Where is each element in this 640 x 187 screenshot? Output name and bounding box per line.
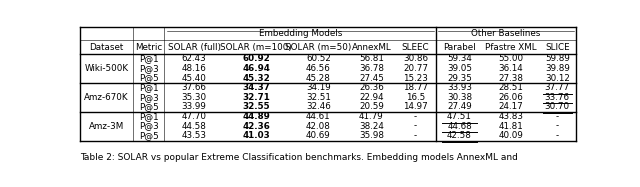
Text: 46.94: 46.94 [243, 64, 270, 73]
Text: 29.35: 29.35 [447, 74, 472, 83]
Text: 32.71: 32.71 [243, 93, 270, 102]
Text: 37.77: 37.77 [545, 83, 570, 92]
Text: 30.38: 30.38 [447, 93, 472, 102]
Text: -: - [556, 131, 559, 140]
Text: 26.06: 26.06 [499, 93, 524, 102]
Text: 55.00: 55.00 [499, 54, 524, 63]
Text: 48.16: 48.16 [182, 64, 207, 73]
Text: SOLAR (m=50): SOLAR (m=50) [285, 43, 351, 52]
Text: 35.98: 35.98 [359, 131, 384, 140]
Text: 46.56: 46.56 [306, 64, 331, 73]
Text: AnnexML: AnnexML [351, 43, 391, 52]
Text: P@5: P@5 [139, 74, 159, 83]
Text: P@3: P@3 [139, 122, 159, 131]
Text: 44.58: 44.58 [182, 122, 207, 131]
Text: 24.17: 24.17 [499, 102, 524, 111]
Text: 59.89: 59.89 [545, 54, 570, 63]
Text: 45.28: 45.28 [306, 74, 331, 83]
Text: 27.38: 27.38 [499, 74, 524, 83]
Text: 59.34: 59.34 [447, 54, 472, 63]
Text: Amz-3M: Amz-3M [89, 122, 124, 131]
Text: 26.36: 26.36 [359, 83, 384, 92]
Text: 41.81: 41.81 [499, 122, 524, 131]
Text: 22.94: 22.94 [359, 93, 384, 102]
Text: 33.99: 33.99 [182, 102, 207, 111]
Text: Metric: Metric [135, 43, 163, 52]
Text: 44.61: 44.61 [306, 112, 331, 121]
Text: 41.79: 41.79 [359, 112, 384, 121]
Text: 45.32: 45.32 [243, 74, 270, 83]
Text: 43.53: 43.53 [182, 131, 207, 140]
Text: 41.03: 41.03 [243, 131, 270, 140]
Text: P@3: P@3 [139, 93, 159, 102]
Text: 47.51: 47.51 [447, 112, 472, 121]
Text: 27.49: 27.49 [447, 102, 472, 111]
Text: 62.43: 62.43 [182, 54, 207, 63]
Text: 60.52: 60.52 [306, 54, 331, 63]
Text: SOLAR (m=100): SOLAR (m=100) [220, 43, 292, 52]
Text: -: - [414, 131, 417, 140]
Text: SOLAR (full): SOLAR (full) [168, 43, 221, 52]
Text: 42.36: 42.36 [243, 122, 270, 131]
Text: 32.46: 32.46 [306, 102, 331, 111]
Text: 34.19: 34.19 [306, 83, 331, 92]
Text: 36.78: 36.78 [359, 64, 384, 73]
Text: 44.68: 44.68 [447, 122, 472, 131]
Text: Dataset: Dataset [90, 43, 124, 52]
Text: 60.92: 60.92 [243, 54, 270, 63]
Text: 37.66: 37.66 [182, 83, 207, 92]
Text: 42.58: 42.58 [447, 131, 472, 140]
Text: Embedding Models: Embedding Models [259, 29, 342, 38]
Text: 33.76: 33.76 [545, 93, 570, 102]
Text: 20.59: 20.59 [359, 102, 384, 111]
Text: 45.40: 45.40 [182, 74, 207, 83]
Text: 42.08: 42.08 [306, 122, 331, 131]
Text: 33.93: 33.93 [447, 83, 472, 92]
Text: 40.09: 40.09 [499, 131, 524, 140]
Text: 38.24: 38.24 [359, 122, 384, 131]
Text: 16.5: 16.5 [406, 93, 425, 102]
Text: 30.86: 30.86 [403, 54, 428, 63]
Text: SLICE: SLICE [545, 43, 570, 52]
Text: 30.70: 30.70 [545, 102, 570, 111]
Text: 36.14: 36.14 [499, 64, 524, 73]
Text: 32.55: 32.55 [243, 102, 270, 111]
Text: SLEEC: SLEEC [402, 43, 429, 52]
Text: Other Baselines: Other Baselines [471, 29, 541, 38]
Text: 14.97: 14.97 [403, 102, 428, 111]
Text: Wiki-500K: Wiki-500K [84, 64, 129, 73]
Text: 39.89: 39.89 [545, 64, 570, 73]
Text: 44.89: 44.89 [243, 112, 270, 121]
Text: 15.23: 15.23 [403, 74, 428, 83]
Text: 30.12: 30.12 [545, 74, 570, 83]
Text: 28.51: 28.51 [499, 83, 524, 92]
Text: 20.77: 20.77 [403, 64, 428, 73]
Text: P@5: P@5 [139, 102, 159, 111]
Text: 47.70: 47.70 [182, 112, 207, 121]
Text: 34.37: 34.37 [243, 83, 270, 92]
Text: 43.83: 43.83 [499, 112, 524, 121]
Text: Amz-670K: Amz-670K [84, 93, 129, 102]
Text: 56.81: 56.81 [359, 54, 384, 63]
Text: -: - [556, 122, 559, 131]
Text: P@1: P@1 [139, 54, 159, 63]
Text: 18.77: 18.77 [403, 83, 428, 92]
Text: 32.51: 32.51 [306, 93, 331, 102]
Text: Pfastre XML: Pfastre XML [485, 43, 537, 52]
Text: Table 2: SOLAR vs popular Extreme Classification benchmarks. Embedding models An: Table 2: SOLAR vs popular Extreme Classi… [80, 153, 518, 162]
Text: 39.05: 39.05 [447, 64, 472, 73]
Text: -: - [414, 112, 417, 121]
Text: 40.69: 40.69 [306, 131, 331, 140]
Text: 27.45: 27.45 [359, 74, 384, 83]
Text: -: - [556, 112, 559, 121]
Text: Parabel: Parabel [444, 43, 476, 52]
Text: P@1: P@1 [139, 83, 159, 92]
Text: P@3: P@3 [139, 64, 159, 73]
Text: -: - [414, 122, 417, 131]
Text: P@5: P@5 [139, 131, 159, 140]
Text: P@1: P@1 [139, 112, 159, 121]
Text: 35.30: 35.30 [182, 93, 207, 102]
